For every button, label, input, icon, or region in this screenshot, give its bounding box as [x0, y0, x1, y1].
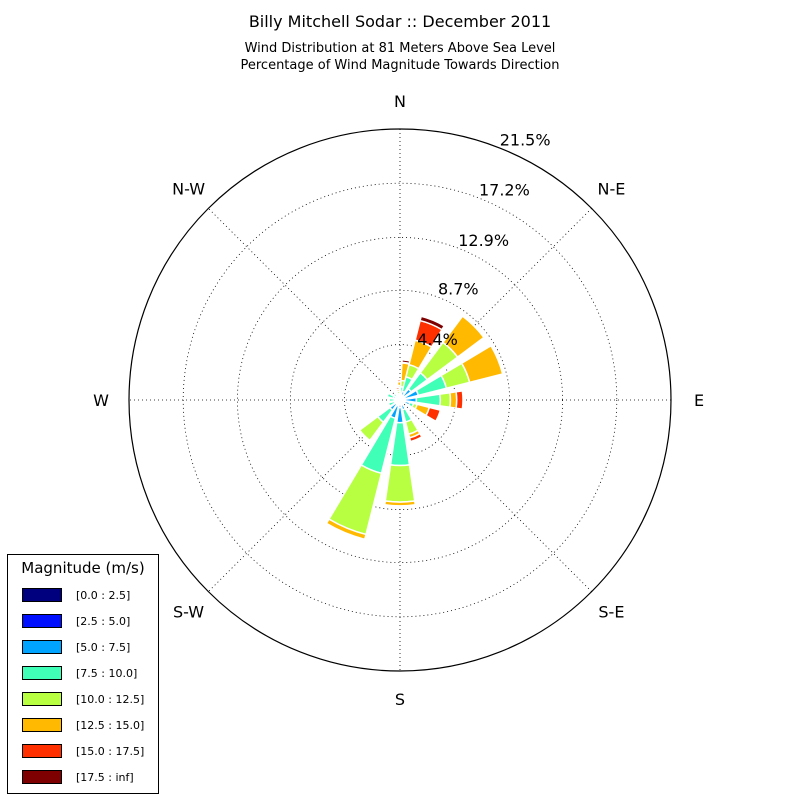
windrose-bar-segment: [383, 500, 417, 507]
legend-title: Magnitude (m/s): [21, 559, 145, 577]
legend-label: [17.5 : inf]: [76, 771, 134, 784]
direction-label: N-E: [597, 180, 625, 199]
direction-label: S: [395, 690, 405, 709]
chart-subtitle-line2: Percentage of Wind Magnitude Towards Dir…: [240, 58, 560, 73]
legend-swatch: [22, 770, 62, 784]
radial-tick-labels: 4.4% 8.7% 12.9% 17.2% 21.5%: [417, 131, 550, 349]
direction-label: S-E: [598, 602, 624, 621]
windrose-bar-segment: [441, 315, 485, 359]
windrose-bar-segment: [387, 400, 397, 408]
legend: Magnitude (m/s) [0.0 : 2.5] [2.5 : 5.0] …: [7, 554, 159, 794]
legend-label: [7.5 : 10.0]: [76, 667, 138, 680]
direction-label: N-W: [172, 180, 205, 199]
windrose-bar-segment: [424, 406, 442, 423]
windrose-bar-segment: [325, 518, 367, 541]
radial-tick-label: 12.9%: [458, 231, 509, 250]
windrose-bar-segment: [394, 386, 401, 391]
windrose-bar-segment: [460, 344, 504, 384]
windrose-bar-segment: [439, 391, 452, 409]
legend-label: [2.5 : 5.0]: [76, 615, 131, 628]
legend-swatch: [22, 718, 62, 732]
legend-swatch: [22, 666, 62, 680]
legend-swatch: [22, 692, 62, 706]
windrose-bar-segment: [455, 390, 464, 410]
chart-title: Billy Mitchell Sodar :: December 2011: [248, 12, 552, 31]
legend-swatch: [22, 640, 62, 654]
chart-subtitle-line1: Wind Distribution at 81 Meters Above Sea…: [244, 41, 556, 56]
windrose-bar-segment: [386, 392, 396, 400]
direction-labels: N N-E E S-E S S-W W N-W: [93, 92, 704, 709]
direction-label: W: [93, 391, 109, 410]
legend-swatch: [22, 614, 62, 628]
windrose-bar-segment: [392, 392, 399, 399]
legend-swatch: [22, 588, 62, 602]
windrose-bar-segment: [388, 397, 396, 403]
radial-tick-label: 4.4%: [417, 330, 458, 349]
windrose-bar-segment: [408, 432, 423, 443]
direction-label: N: [394, 92, 406, 111]
legend-label: [15.0 : 17.5]: [76, 745, 145, 758]
grid-circle: [182, 182, 618, 618]
windrose-bar-segment: [415, 393, 442, 407]
radial-tick-label: 8.7%: [438, 280, 479, 299]
legend-swatch: [22, 744, 62, 758]
radial-tick-label: 17.2%: [479, 181, 530, 200]
windrose-bar-segment: [358, 415, 385, 442]
direction-label: S-W: [173, 602, 204, 621]
windrose-bar-segment: [384, 464, 416, 503]
windrose-bar-segment: [419, 315, 446, 331]
legend-label: [12.5 : 15.0]: [76, 719, 145, 732]
legend-label: [10.0 : 12.5]: [76, 693, 145, 706]
windrose-bars: [325, 315, 504, 541]
legend-label: [0.0 : 2.5]: [76, 589, 131, 602]
legend-label: [5.0 : 7.5]: [76, 641, 131, 654]
direction-label: E: [694, 391, 704, 410]
radial-tick-label: 21.5%: [500, 131, 551, 150]
